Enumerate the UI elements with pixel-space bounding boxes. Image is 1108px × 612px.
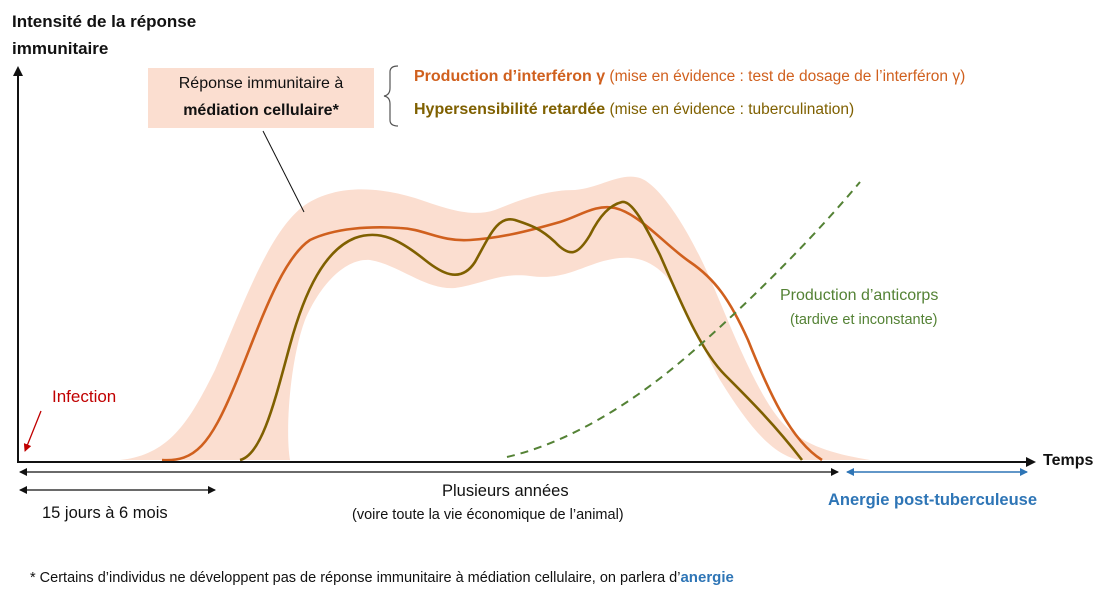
antibody-sublabel: (tardive et inconstante) [790, 312, 938, 328]
cmi-label-line1: Réponse immunitaire à [178, 75, 344, 92]
legend-interferon-title: Production d’interféron γ [414, 68, 606, 85]
footnote: * Certains d’individus ne développent pa… [30, 569, 734, 586]
years-span-label: Plusieurs années [442, 482, 569, 500]
footnote-highlight: anergie [680, 569, 734, 586]
cmi-pointer-line [262, 130, 305, 213]
anergy-label: Anergie post-tuberculeuse [828, 491, 1038, 509]
x-axis-label: Temps [1043, 452, 1094, 469]
cmi-label-line2: médiation cellulaire* [183, 102, 339, 119]
y-axis-label-line2: immunitaire [12, 39, 109, 58]
infection-arrow [23, 410, 42, 452]
interferon-gamma-curve [161, 205, 823, 462]
legend-hypersensitivity-title: Hypersensibilité retardée [414, 101, 606, 118]
hypersensitivity-curve [239, 200, 804, 462]
early-span-label: 15 jours à 6 mois [42, 504, 168, 522]
footnote-text: * Certains d’individus ne développent pa… [30, 570, 681, 586]
years-span-sublabel: (voire toute la vie économique de l’anim… [352, 507, 624, 523]
cmi-label-box [148, 68, 374, 128]
y-axis-label-line1: Intensité de la réponse [12, 12, 197, 31]
legend-hypersensitivity: Hypersensibilité retardée (mise en évide… [414, 101, 854, 119]
legend-hypersensitivity-detail: (mise en évidence : tuberculination) [605, 101, 855, 118]
legend-bracket [383, 65, 399, 127]
antibody-curve [506, 181, 861, 458]
legend-interferon-detail: (mise en évidence : test de dosage de l’… [605, 68, 966, 85]
y-axis-label: Intensité de la réponse immunitaire [12, 8, 196, 62]
infection-label: Infection [52, 387, 117, 406]
antibody-label: Production d’anticorps [780, 287, 939, 304]
legend-interferon: Production d’interféron γ (mise en évide… [414, 68, 965, 86]
cmi-response-band [120, 176, 870, 460]
